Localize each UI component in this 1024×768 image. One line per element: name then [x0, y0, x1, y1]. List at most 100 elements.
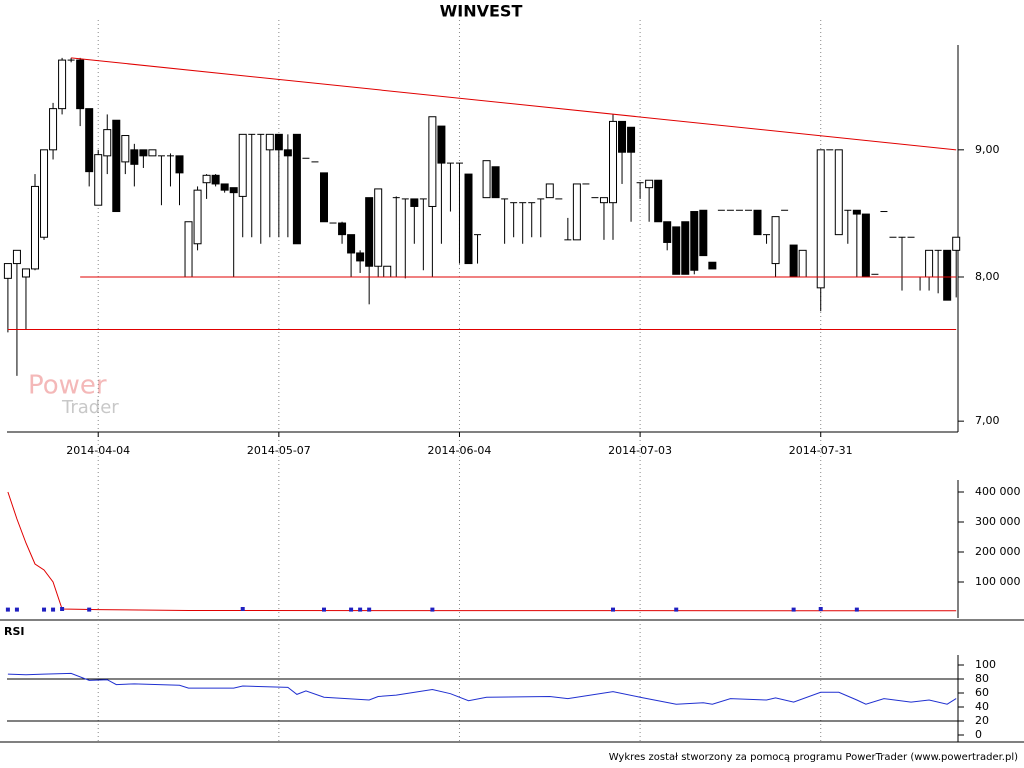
candle-body [274, 133, 283, 151]
volume-point [240, 607, 245, 611]
y-tick-label: 200 000 [975, 545, 1021, 558]
candle-body [220, 183, 229, 191]
y-tick-label: 400 000 [975, 485, 1021, 498]
candle-body [356, 252, 365, 262]
candle-body [428, 116, 437, 207]
y-tick-label: 60 [975, 686, 989, 699]
candle-body [672, 226, 681, 275]
candle-body [861, 213, 870, 278]
volume-point [322, 607, 326, 612]
candle-body [681, 221, 690, 275]
candle-body [347, 234, 356, 254]
candle-body [654, 179, 663, 223]
candle-body [365, 197, 374, 267]
candle-body [58, 59, 67, 110]
footer: Wykres został stworzony za pomocą progra… [609, 752, 1018, 763]
candle-body [76, 59, 85, 110]
candle-body [491, 166, 500, 199]
candle-body [943, 249, 952, 301]
trend-line [71, 57, 957, 151]
candle-body [3, 263, 12, 279]
candle-body [130, 149, 139, 165]
candle-body [175, 155, 184, 174]
candle-body [618, 120, 627, 153]
candle-body [545, 183, 554, 199]
candle-body [193, 189, 202, 245]
x-tick-label: 2014-07-31 [789, 444, 853, 457]
volume-point [5, 607, 10, 612]
candle-body [690, 211, 699, 271]
volume-point [349, 607, 354, 612]
candle-body [699, 209, 708, 257]
candle-body [834, 149, 843, 236]
x-tick-label: 2014-05-07 [247, 444, 311, 457]
x-tick-label: 2014-07-03 [608, 444, 672, 457]
candle-body [202, 174, 211, 184]
candle-body [798, 249, 807, 278]
candle-body [482, 160, 491, 199]
candle-body [645, 179, 654, 189]
volume-point [51, 607, 56, 612]
candle-body [464, 173, 473, 265]
candle-body [852, 209, 861, 215]
chart-title: WINVEST [440, 2, 523, 21]
candle-body [952, 236, 961, 251]
candle-body [708, 261, 717, 270]
candle-body [211, 174, 220, 185]
candle-body [21, 268, 30, 278]
candle-body [184, 221, 193, 278]
candle-body [94, 154, 103, 206]
candle-body [609, 120, 618, 204]
candle-body [40, 149, 49, 238]
volume-point [42, 607, 47, 612]
candle-body [229, 187, 238, 194]
candle-body [771, 216, 780, 265]
volume-point [611, 607, 616, 612]
volume-point [367, 607, 372, 612]
y-tick-label: 300 000 [975, 515, 1021, 528]
y-tick-label: 7,00 [975, 414, 1000, 427]
y-tick-label: 20 [975, 714, 989, 727]
candle-body [437, 125, 446, 164]
y-tick-label: 8,00 [975, 270, 1000, 283]
watermark: Power [28, 371, 107, 401]
y-tick-label: 100 000 [975, 575, 1021, 588]
candle-body [292, 133, 301, 245]
candle-body [572, 183, 581, 241]
volume-point [60, 607, 65, 611]
candle-body [30, 185, 39, 270]
candle-body [789, 244, 798, 278]
volume-point [854, 607, 859, 612]
volume-point [14, 607, 19, 612]
rsi-line [7, 672, 957, 705]
candle-body [112, 119, 121, 213]
candle-body [265, 133, 274, 151]
y-tick-label: 100 [975, 658, 996, 671]
x-tick-label: 2014-06-04 [428, 444, 492, 457]
candle-body [816, 149, 825, 289]
volume-point [430, 607, 435, 612]
volume-point [818, 607, 823, 611]
candle-body [49, 108, 58, 151]
volume-point [358, 607, 363, 612]
volume-point [791, 607, 796, 612]
y-tick-label: 0 [975, 728, 982, 741]
candle-body [148, 149, 157, 157]
candle-body [238, 133, 247, 197]
y-tick-label: 80 [975, 672, 989, 685]
candle-body [925, 249, 934, 278]
candle-body [374, 188, 383, 267]
candle-body [410, 198, 419, 207]
volume-point [674, 607, 679, 612]
y-tick-label: 9,00 [975, 143, 1000, 156]
y-tick-label: 40 [975, 700, 989, 713]
candle-body [383, 265, 392, 278]
candle-body [338, 222, 347, 236]
watermark: Trader [61, 397, 119, 418]
candle-body [599, 197, 608, 204]
volume-point [87, 607, 92, 612]
candle-body [12, 249, 21, 265]
